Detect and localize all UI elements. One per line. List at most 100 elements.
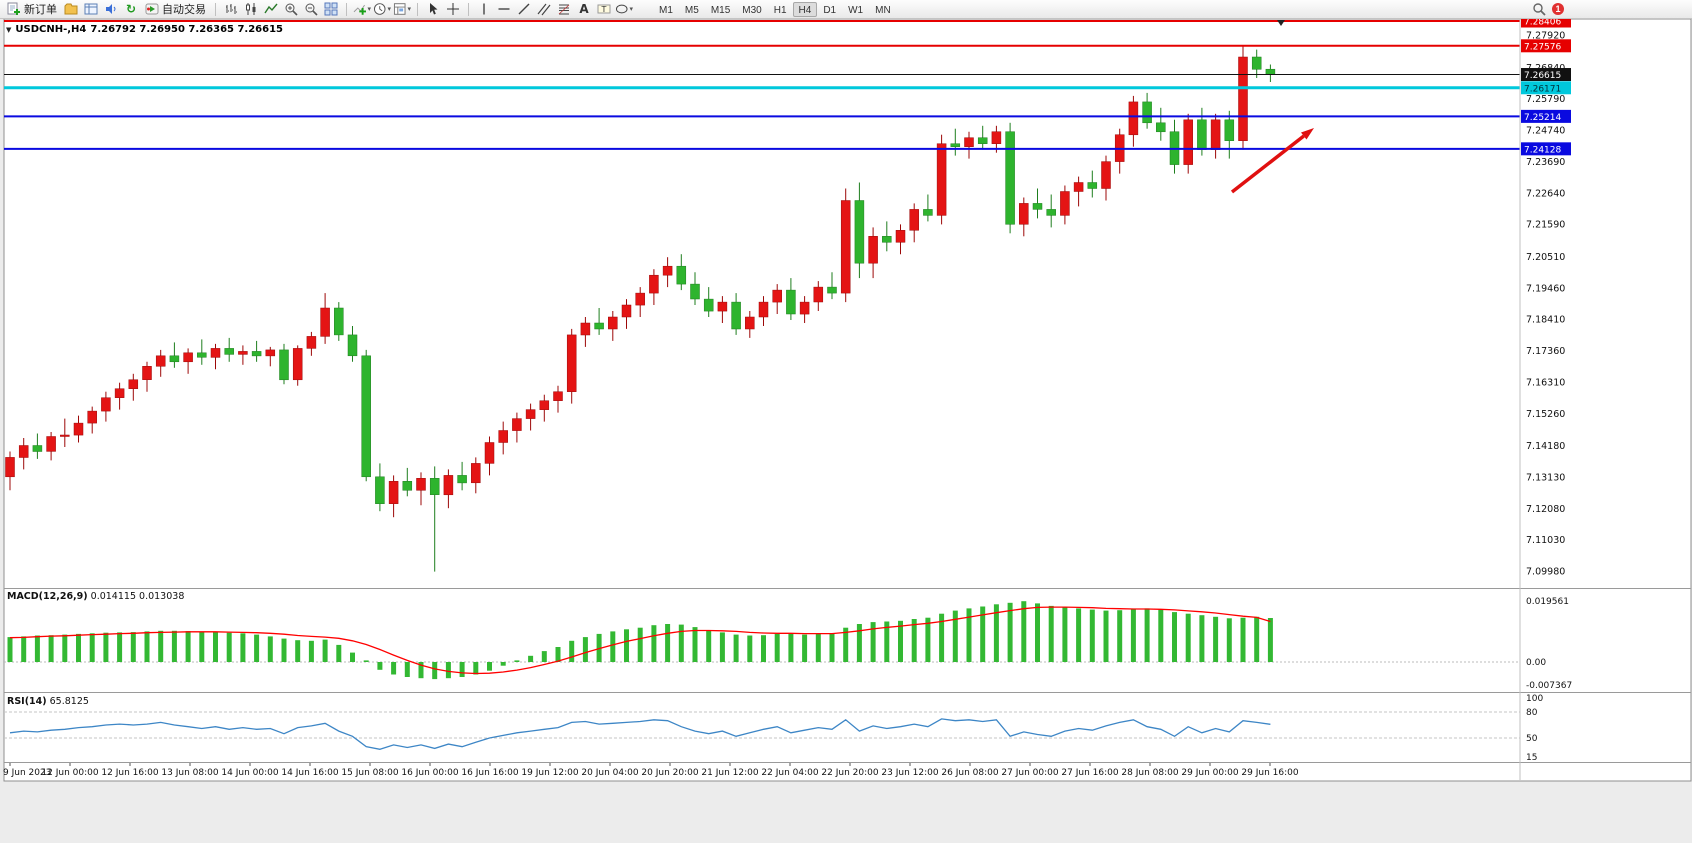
svg-text:16 Jun 16:00: 16 Jun 16:00 bbox=[461, 768, 518, 778]
macd-signal-value: 0.013038 bbox=[139, 591, 185, 602]
label-tool[interactable]: T bbox=[595, 1, 613, 18]
zoom-out-button[interactable] bbox=[302, 1, 320, 18]
svg-text:7.17360: 7.17360 bbox=[1526, 346, 1565, 357]
macd-histogram bbox=[7, 601, 1273, 680]
svg-text:7.13130: 7.13130 bbox=[1526, 472, 1565, 483]
svg-text:80: 80 bbox=[1526, 708, 1538, 718]
svg-text:-0.007367: -0.007367 bbox=[1526, 681, 1572, 691]
svg-text:16 Jun 00:00: 16 Jun 00:00 bbox=[401, 768, 458, 778]
separator bbox=[417, 2, 418, 16]
svg-text:13 Jun 08:00: 13 Jun 08:00 bbox=[161, 768, 218, 778]
tile-windows-icon bbox=[324, 2, 338, 16]
svg-text:0.019561: 0.019561 bbox=[1526, 597, 1569, 607]
macd-name: MACD(12,26,9) bbox=[7, 591, 88, 602]
svg-text:50: 50 bbox=[1526, 734, 1538, 744]
channel-tool[interactable] bbox=[535, 1, 553, 18]
crosshair-button[interactable] bbox=[444, 1, 462, 18]
horizontal-line-icon bbox=[498, 8, 510, 10]
line-chart-icon bbox=[264, 3, 278, 14]
svg-text:27 Jun 16:00: 27 Jun 16:00 bbox=[1061, 768, 1118, 778]
svg-text:7.24128: 7.24128 bbox=[1524, 145, 1561, 155]
refresh-icon[interactable]: ↻ bbox=[125, 2, 137, 16]
chevron-down-icon: ▾ bbox=[367, 6, 371, 13]
svg-text:100: 100 bbox=[1526, 694, 1543, 704]
timeframe-H4[interactable]: H4 bbox=[792, 1, 818, 17]
timeframe-M5[interactable]: M5 bbox=[684, 4, 699, 16]
autotrading-label: 自动交易 bbox=[162, 4, 206, 16]
timeframe-D1[interactable]: D1 bbox=[823, 4, 837, 16]
trendline-icon bbox=[518, 3, 530, 15]
separator bbox=[346, 2, 347, 16]
last-bar-marker bbox=[1277, 20, 1285, 26]
indicators-button[interactable]: ▾ bbox=[353, 1, 371, 18]
new-order-button[interactable]: 新订单 bbox=[4, 1, 60, 18]
cursor-icon bbox=[430, 3, 438, 15]
timeframe-M30[interactable]: M30 bbox=[742, 4, 762, 16]
chart-collapse-icon[interactable]: ▼ bbox=[6, 25, 12, 34]
alerts-button[interactable] bbox=[102, 1, 120, 18]
zoom-in-icon bbox=[285, 3, 298, 16]
separator bbox=[468, 2, 469, 16]
bar-chart-button[interactable] bbox=[222, 1, 240, 18]
timeframe-H1[interactable]: H1 bbox=[773, 4, 787, 16]
timeframe-M15[interactable]: M15 bbox=[710, 4, 731, 16]
svg-text:7.25790: 7.25790 bbox=[1526, 94, 1565, 105]
svg-text:7.27576: 7.27576 bbox=[1524, 42, 1561, 52]
svg-text:7.28406: 7.28406 bbox=[1524, 18, 1561, 28]
rsi-value: 65.8125 bbox=[49, 696, 89, 707]
timeframe-W1[interactable]: W1 bbox=[848, 4, 864, 16]
bar-chart-icon bbox=[226, 4, 237, 14]
zoom-in-button[interactable] bbox=[282, 1, 300, 18]
charts-profile-button[interactable] bbox=[62, 1, 80, 18]
line-chart-button[interactable] bbox=[262, 1, 280, 18]
market-watch-button[interactable] bbox=[82, 1, 100, 18]
chevron-down-icon: ▾ bbox=[629, 6, 633, 13]
search-icon[interactable] bbox=[1532, 2, 1546, 16]
svg-text:22 Jun 04:00: 22 Jun 04:00 bbox=[761, 768, 818, 778]
candlestick-chart-button[interactable] bbox=[242, 1, 260, 18]
autotrading-button[interactable]: 自动交易 bbox=[142, 1, 209, 18]
price-badge bbox=[1521, 81, 1571, 95]
chevron-down-icon: ▾ bbox=[387, 6, 391, 13]
timeframe-MN[interactable]: MN bbox=[875, 4, 891, 16]
symbol-period: USDCNH-,H4 bbox=[15, 24, 87, 35]
svg-text:7.16310: 7.16310 bbox=[1526, 377, 1565, 388]
periods-button[interactable]: ▾ bbox=[373, 1, 391, 18]
chevron-down-icon: ▾ bbox=[407, 6, 411, 13]
price-badge bbox=[1521, 109, 1571, 123]
cursor-button[interactable] bbox=[424, 1, 442, 18]
svg-text:14 Jun 00:00: 14 Jun 00:00 bbox=[221, 768, 278, 778]
tile-windows-button[interactable] bbox=[322, 1, 340, 18]
macd-signal-line bbox=[9, 606, 1271, 675]
chart-window bbox=[3, 18, 1692, 782]
svg-text:15: 15 bbox=[1526, 753, 1537, 763]
fibonacci-tool[interactable] bbox=[555, 1, 573, 18]
indicators-icon bbox=[353, 4, 367, 15]
annotation-arrowhead bbox=[1301, 128, 1314, 140]
templates-button[interactable]: ▾ bbox=[393, 1, 411, 18]
horizontal-line-tool[interactable] bbox=[495, 1, 513, 18]
timeframe-M1[interactable]: M1 bbox=[659, 4, 673, 16]
svg-text:29 Jun 00:00: 29 Jun 00:00 bbox=[1181, 768, 1238, 778]
macd-main-value: 0.014115 bbox=[90, 591, 136, 602]
text-tool[interactable]: A bbox=[579, 2, 589, 16]
rsi-name: RSI(14) bbox=[7, 696, 47, 707]
timeframe-switcher: M1 M5 M15 M30 H1 H4 D1 W1 MN bbox=[653, 1, 897, 17]
svg-text:7.23690: 7.23690 bbox=[1526, 157, 1565, 168]
svg-text:12 Jun 00:00: 12 Jun 00:00 bbox=[41, 768, 98, 778]
candlestick-chart-icon bbox=[246, 3, 256, 15]
templates-icon bbox=[393, 3, 406, 15]
notification-badge[interactable]: 1 bbox=[1552, 3, 1564, 15]
annotation-arrow[interactable] bbox=[1230, 134, 1305, 194]
market-watch-icon bbox=[84, 3, 98, 15]
svg-text:7.15260: 7.15260 bbox=[1526, 409, 1565, 420]
vertical-line-tool[interactable] bbox=[475, 1, 493, 18]
shapes-tool[interactable]: ▾ bbox=[615, 1, 633, 18]
svg-text:7.18410: 7.18410 bbox=[1526, 315, 1565, 326]
trendline-tool[interactable] bbox=[515, 1, 533, 18]
svg-text:19 Jun 12:00: 19 Jun 12:00 bbox=[521, 768, 578, 778]
svg-text:9 Jun 2023: 9 Jun 2023 bbox=[3, 768, 51, 778]
